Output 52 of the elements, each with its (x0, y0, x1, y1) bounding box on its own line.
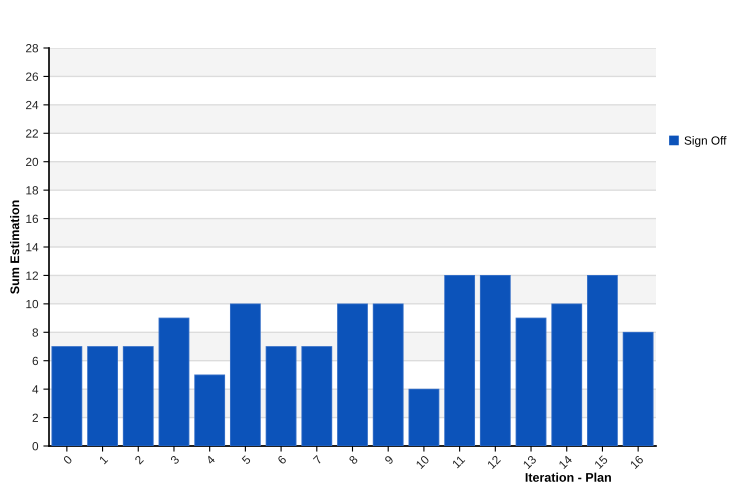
bar (87, 346, 118, 446)
x-axis-title: Iteration - Plan (526, 472, 611, 482)
x-tick-label: 7 (312, 455, 322, 465)
x-tick-label: 9 (384, 454, 394, 465)
x-tick-label: 2 (134, 454, 144, 465)
x-tick-label: 15 (594, 454, 608, 470)
y-tick-label: 14 (26, 243, 38, 252)
y-tick-label: 18 (26, 186, 38, 195)
x-tick-label: 11 (452, 455, 466, 468)
x-tick-label: 10 (415, 454, 430, 470)
y-tick-label: 24 (26, 100, 38, 110)
x-tick-label: 3 (170, 454, 180, 465)
y-tick-label: 12 (26, 271, 38, 280)
x-tick-label: 14 (558, 454, 573, 470)
y-tick-label: 8 (32, 328, 38, 337)
y-tick-label: 28 (26, 44, 38, 52)
bar (301, 346, 332, 446)
y-tick-label: 20 (26, 158, 38, 166)
bar (480, 275, 511, 446)
y-tick-label: 2 (32, 414, 38, 422)
y-tick-label: 10 (26, 300, 38, 308)
bar (408, 388, 440, 446)
bar (51, 346, 82, 446)
x-tick-label: 13 (522, 454, 537, 470)
legend-label: Sign Off (684, 136, 726, 148)
y-tick-label: 0 (32, 442, 38, 450)
x-tick-label: 8 (348, 454, 358, 465)
bar (122, 346, 154, 446)
x-tick-label: 5 (241, 454, 252, 465)
bar (622, 332, 654, 446)
y-tick-label: 6 (32, 356, 38, 366)
bar (587, 275, 618, 446)
x-tick-label: 6 (277, 454, 287, 465)
y-tick-label: 4 (32, 385, 38, 394)
x-tick-label: 12 (486, 454, 501, 470)
bar (230, 303, 261, 446)
x-tick-label: 1 (98, 455, 108, 464)
bar (516, 318, 546, 446)
bar (372, 303, 404, 446)
y-tick-label: 16 (26, 214, 38, 223)
bar (551, 303, 582, 446)
x-tick-label: 16 (630, 454, 644, 470)
bar (266, 346, 297, 446)
bar (194, 374, 226, 446)
y-axis-title: Sum Estimation (10, 200, 20, 294)
bar (337, 303, 368, 446)
y-tick-label: 26 (26, 72, 38, 81)
y-tick-label: 22 (26, 129, 38, 138)
bar (158, 318, 190, 446)
x-tick-label: 4 (206, 454, 216, 465)
bar (444, 275, 476, 446)
x-tick-label: 0 (62, 454, 73, 465)
